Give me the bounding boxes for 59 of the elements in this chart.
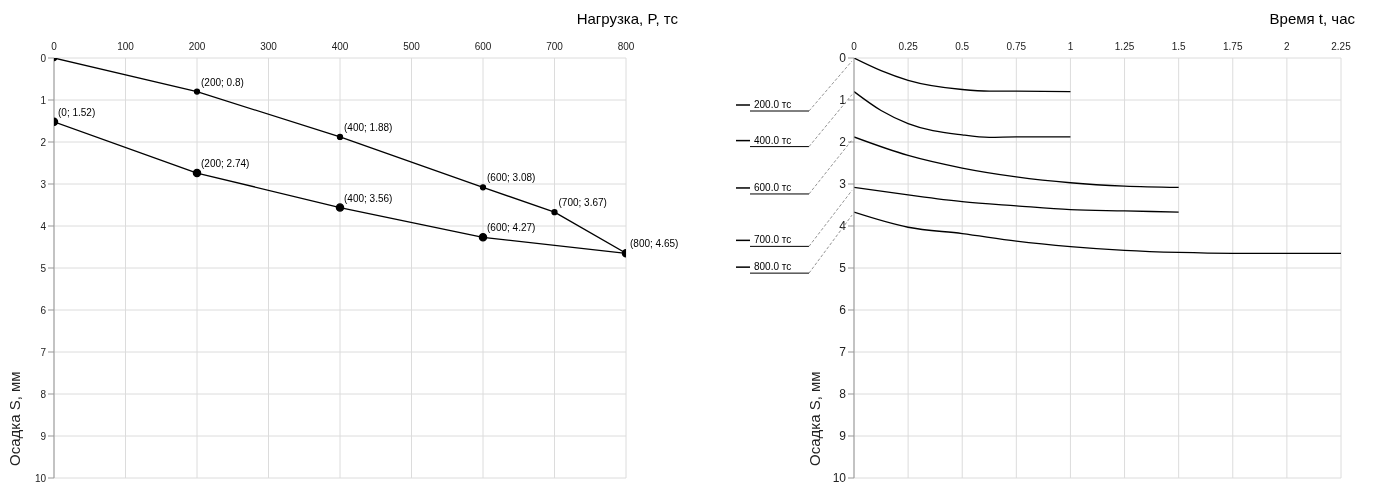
legend-label: 400.0 тс [754,134,792,146]
y-axis-title: Осадка S, мм [806,371,823,466]
y-tick-label: 0 [839,51,847,66]
y-tick-label: 8 [839,387,847,402]
y-tick-label: 4 [40,220,47,232]
data-label: (800; 4.65) [630,238,679,250]
legend-label: 700.0 тс [754,234,792,246]
legend-label: 200.0 тс [754,99,792,110]
x-axis-title: Время t, час [1269,10,1355,27]
x-tick-label: 0.25 [898,41,919,52]
legend-label: 600.0 тс [754,181,792,193]
y-tick-label: 1 [40,94,47,106]
x-tick-label: 2 [1284,41,1291,52]
x-tick-label: 1 [1067,41,1074,52]
y-tick-label: 2 [839,135,847,150]
y-tick-label: 9 [839,429,847,444]
x-tick-label: 2.25 [1331,41,1352,52]
x-tick-label: 0 [51,41,58,52]
y-tick-label: 10 [34,472,47,484]
data-label: (400; 3.56) [344,192,393,204]
y-axis-title: Осадка S, мм [6,371,23,466]
y-tick-label: 6 [839,303,847,318]
y-tick-label: 2 [40,136,47,148]
legend-label: 800.0 тс [754,261,792,273]
y-tick-label: 1 [839,93,847,108]
x-tick-label: 700 [546,41,564,52]
y-tick-label: 8 [40,388,47,400]
x-tick-label: 0.5 [955,41,970,52]
y-tick-label: 3 [40,178,47,190]
y-tick-label: 5 [839,261,847,276]
data-label: (400; 1.88) [344,121,393,133]
y-tick-label: 7 [40,346,47,358]
data-label: (200; 2.74) [201,158,250,170]
y-tick-label: 10 [832,471,847,486]
y-tick-label: 5 [40,262,47,274]
x-tick-label: 200 [188,41,206,52]
x-tick-label: 500 [403,41,421,52]
x-tick-label: 800 [617,41,635,52]
y-tick-label: 7 [839,345,847,360]
x-tick-label: 1.5 [1171,41,1187,52]
x-axis-title: Нагрузка, P, тс [576,10,678,27]
x-tick-label: 400 [331,41,349,52]
data-label: (700; 3.67) [558,197,607,209]
y-tick-label: 4 [839,219,847,234]
data-label: (0; 1.52) [58,106,96,118]
data-label: (600; 3.08) [487,172,536,184]
x-tick-label: 1.75 [1223,41,1243,52]
x-tick-label: 0 [851,41,858,52]
x-tick-label: 1.25 [1114,41,1135,52]
x-tick-label: 100 [117,41,135,52]
y-tick-label: 3 [839,177,847,192]
y-tick-label: 6 [40,304,47,316]
x-tick-label: 600 [474,41,492,52]
x-tick-label: 0.75 [1006,41,1027,52]
data-label: (200; 0.8) [201,76,244,88]
y-tick-label: 9 [40,430,47,442]
data-label: (600; 4.27) [487,222,536,234]
y-tick-label: 0 [40,52,47,64]
x-tick-label: 300 [260,41,278,52]
